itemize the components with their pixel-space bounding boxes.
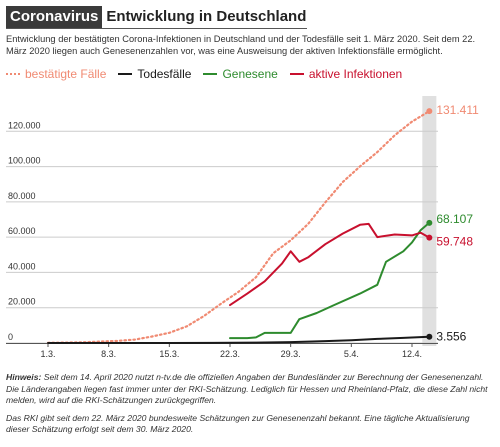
legend-label-deaths: Todesfälle [137, 67, 192, 81]
x-tick-label: 1.3. [40, 349, 55, 359]
end-dot-deaths [426, 333, 433, 340]
note-hinweis: Hinweis: Seit dem 14. April 2020 nutzt n… [6, 372, 494, 407]
legend-swatch-recovered [203, 73, 218, 75]
end-label-recovered: 68.107 [436, 212, 473, 226]
series-line-confirmed [46, 110, 431, 344]
legend-label-recovered: Genesene [222, 67, 278, 81]
end-label-deaths: 3.556 [436, 330, 466, 344]
chart-header: Coronavirus Entwicklung in Deutschland [6, 6, 306, 28]
x-tick-label: 5.4. [344, 349, 359, 359]
note-hinweis-text: Seit dem 14. April 2020 nutzt n-tv.de di… [6, 372, 488, 405]
legend-item-deaths: Todesfälle [118, 67, 191, 81]
legend-swatch-active [289, 73, 304, 75]
legend-swatch-deaths [118, 73, 133, 75]
y-tick-label: 120.000 [8, 120, 41, 130]
title-tag: Coronavirus [6, 6, 103, 28]
end-dot-recovered [426, 219, 433, 226]
legend-label-confirmed: bestätigte Fälle [25, 67, 107, 81]
legend-label-active: aktive Infektionen [308, 67, 403, 81]
y-tick-label: 0 [8, 332, 13, 342]
legend-item-recovered: Genesene [203, 67, 278, 81]
end-label-confirmed: 131.411 [436, 103, 479, 117]
y-tick-label: 40.000 [8, 261, 36, 271]
end-dot-confirmed [426, 108, 433, 115]
x-tick-label: 22.3. [220, 349, 240, 359]
end-label-active: 59.748 [436, 235, 473, 249]
note-hinweis-label: Hinweis: [6, 372, 42, 382]
series-line-deaths [47, 335, 431, 344]
x-tick-label: 15.3. [159, 349, 179, 359]
y-tick-label: 60.000 [8, 226, 36, 236]
x-tick-label: 29.3. [281, 349, 301, 359]
chart-notes: Hinweis: Seit dem 14. April 2020 nutzt n… [6, 372, 494, 442]
chart-title: Entwicklung in Deutschland [106, 8, 307, 25]
chart-legend: bestätigte Fälle Todesfälle Genesene akt… [6, 67, 414, 81]
note-rki: Das RKI gibt seit dem 22. März 2020 bund… [6, 412, 470, 435]
y-tick-label: 80.000 [8, 191, 36, 201]
legend-item-active: aktive Infektionen [289, 67, 403, 81]
series-line-active [229, 222, 431, 307]
series-line-recovered [229, 221, 431, 340]
x-tick-label: 12.4. [402, 349, 422, 359]
legend-item-confirmed: bestätigte Fälle [6, 67, 106, 81]
legend-swatch-confirmed [6, 73, 20, 75]
y-tick-label: 100.000 [8, 156, 41, 166]
chart-subtitle: Entwicklung der bestätigten Corona-Infek… [6, 34, 476, 56]
end-dot-active [426, 234, 433, 241]
x-tick-label: 8.3. [101, 349, 116, 359]
y-tick-label: 20.000 [8, 297, 36, 307]
title-rule [6, 28, 307, 29]
